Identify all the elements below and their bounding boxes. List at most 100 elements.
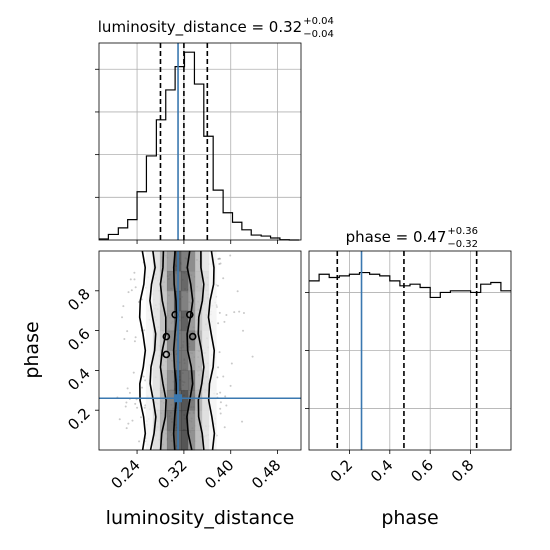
joint-density-cell bbox=[159, 410, 168, 431]
joint-density-cell bbox=[180, 310, 189, 332]
joint-density-shading bbox=[145, 251, 217, 451]
joint-sample-point bbox=[217, 322, 220, 325]
joint-sample-point bbox=[127, 291, 130, 294]
luminosity-distance-axis-label: luminosity_distance bbox=[106, 507, 295, 529]
joint-density-cell bbox=[145, 270, 154, 292]
joint-density-cell bbox=[166, 270, 175, 292]
joint-density-cell bbox=[202, 330, 210, 351]
phase-y-tick-label-2: 0.6 bbox=[64, 325, 94, 355]
joint-density-cell bbox=[152, 251, 161, 272]
joint-density-cell bbox=[145, 390, 154, 411]
joint-sample-point bbox=[133, 340, 136, 343]
joint-sample-point bbox=[124, 405, 127, 408]
joint-density-cell bbox=[166, 330, 175, 351]
joint-density-cell bbox=[202, 390, 210, 411]
joint-density-cell bbox=[187, 350, 196, 371]
joint-sample-point bbox=[133, 271, 136, 274]
phase-title-upper-error: +0.36 bbox=[447, 226, 478, 237]
joint-density-cell bbox=[145, 430, 154, 451]
luminosity-distance-histogram-panel: luminosity_distance = 0.32 +0.04 −0.04 bbox=[95, 16, 334, 244]
joint-sample-point bbox=[216, 376, 219, 379]
joint-density-cell bbox=[187, 330, 196, 351]
joint-sample-point bbox=[121, 316, 124, 319]
luminosity-distance-histogram-ticks bbox=[95, 68, 278, 244]
joint-density-cell bbox=[187, 270, 196, 292]
joint-sample-point bbox=[126, 387, 129, 390]
joint-contour-line-1 bbox=[149, 250, 157, 451]
joint-density-cell bbox=[145, 310, 154, 332]
joint-density-cell bbox=[202, 251, 210, 272]
joint-density-cell bbox=[180, 350, 189, 371]
joint-density-cell bbox=[166, 390, 175, 411]
joint-sample-point bbox=[251, 355, 254, 358]
joint-density-cell bbox=[166, 430, 175, 451]
joint-density-cell bbox=[180, 290, 189, 312]
joint-density-cell bbox=[209, 390, 217, 411]
phase-quantile-lines bbox=[336, 251, 478, 450]
joint-density-cell bbox=[195, 370, 203, 391]
joint-density-cell bbox=[152, 310, 161, 332]
luminosity-distance-title: luminosity_distance = 0.32 bbox=[98, 18, 302, 37]
joint-sample-point bbox=[219, 257, 222, 260]
luminosity-distance-title-upper-error: +0.04 bbox=[303, 16, 334, 27]
ld-tick-label-3: 0.48 bbox=[248, 456, 284, 492]
joint-sample-point bbox=[216, 284, 219, 287]
joint-contour-island-1 bbox=[185, 310, 194, 319]
joint-density-cell bbox=[152, 350, 161, 371]
joint-density-cell bbox=[180, 410, 189, 431]
joint-sample-point bbox=[219, 407, 222, 410]
joint-density-cell bbox=[187, 290, 196, 312]
joint-contour-line-3 bbox=[172, 250, 178, 451]
luminosity-distance-histogram-frame bbox=[98, 42, 302, 241]
joint-density-cell bbox=[159, 370, 168, 391]
joint-sample-point bbox=[218, 311, 221, 314]
joint-sample-point bbox=[218, 262, 221, 265]
joint-sample-point bbox=[128, 391, 131, 394]
joint-density-cell bbox=[187, 430, 196, 451]
joint-density-cell bbox=[145, 350, 154, 371]
joint-contour-line-0 bbox=[138, 250, 147, 451]
joint-sample-point bbox=[236, 290, 239, 293]
joint-density-cell bbox=[187, 390, 196, 411]
phase-histogram-panel: phase = 0.47 +0.36 −0.32 bbox=[305, 226, 512, 454]
joint-sample-point bbox=[138, 440, 141, 443]
joint-density-cell bbox=[202, 410, 210, 431]
phase-x-tick-label-0: 0.2 bbox=[327, 456, 357, 486]
joint-sample-point bbox=[242, 312, 245, 315]
joint-sample-point bbox=[219, 412, 222, 415]
joint-sample-point bbox=[222, 375, 225, 378]
joint-density-cell bbox=[209, 310, 217, 332]
phase-x-tick-labels: 0.2 0.4 0.6 0.8 bbox=[327, 456, 478, 486]
joint-density-cell bbox=[195, 270, 203, 292]
phase-y-tick-labels: 0.2 0.4 0.6 0.8 bbox=[64, 285, 94, 434]
phase-histogram-grid bbox=[309, 251, 511, 450]
luminosity-distance-tick-labels: 0.24 0.32 0.40 0.48 bbox=[108, 456, 285, 492]
phase-x-axis-label: phase bbox=[381, 507, 438, 529]
joint-density-cell bbox=[202, 310, 210, 332]
joint-sample-point bbox=[219, 262, 222, 265]
phase-y-tick-label-3: 0.8 bbox=[64, 285, 94, 315]
phase-x-tick-label-3: 0.8 bbox=[448, 456, 478, 486]
joint-density-cell bbox=[159, 390, 168, 411]
joint-sample-point bbox=[230, 362, 233, 365]
joint-density-cell bbox=[180, 390, 189, 411]
joint-sample-point bbox=[242, 329, 245, 332]
luminosity-distance-quantile-lines bbox=[159, 43, 209, 240]
joint-sample-point bbox=[118, 418, 121, 421]
joint-contour-line-6 bbox=[207, 250, 216, 451]
phase-histogram-frame bbox=[308, 250, 512, 451]
joint-density-cell bbox=[202, 290, 210, 312]
joint-sample-point bbox=[142, 375, 145, 378]
joint-density-cell bbox=[187, 410, 196, 431]
ld-tick-label-1: 0.32 bbox=[154, 456, 190, 492]
joint-sample-point bbox=[122, 305, 125, 308]
phase-y-tick-label-1: 0.4 bbox=[64, 365, 94, 395]
joint-sample-point bbox=[225, 404, 228, 407]
joint-density-cell bbox=[145, 330, 154, 351]
luminosity-distance-title-lower-error: −0.04 bbox=[303, 29, 334, 40]
joint-sample-point bbox=[233, 311, 236, 314]
phase-x-tick-label-1: 0.4 bbox=[367, 456, 397, 486]
joint-density-cell bbox=[159, 350, 168, 371]
joint-sample-point bbox=[218, 351, 221, 354]
